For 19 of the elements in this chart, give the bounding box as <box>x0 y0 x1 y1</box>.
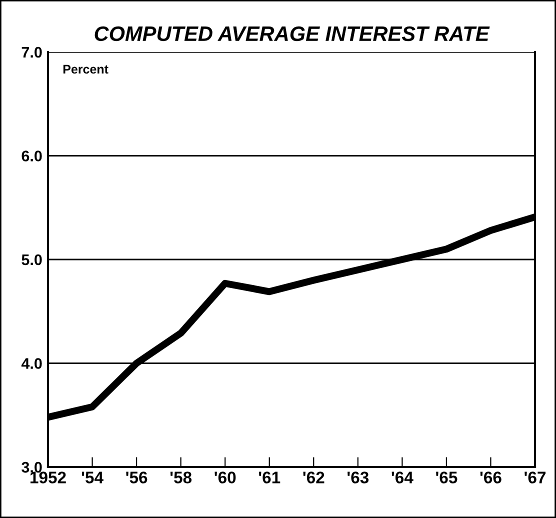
x-tick-label: '66 <box>480 472 502 484</box>
chart-title: COMPUTED AVERAGE INTEREST RATE <box>94 26 490 42</box>
y-tick-label: 4.0 <box>21 358 42 369</box>
annotation: Percent <box>63 64 108 74</box>
x-tick-label: '54 <box>82 472 104 484</box>
y-tick-label: 7.0 <box>22 46 42 58</box>
y-tick-label: 5.0 <box>22 254 42 266</box>
y-tick-label: 3.0 <box>22 462 42 473</box>
x-tick-label: '62 <box>303 472 324 484</box>
x-tick-label: '63 <box>348 472 369 484</box>
x-tick-label: '60 <box>214 472 236 484</box>
x-tick-label: '64 <box>392 472 414 484</box>
y-tick-label: 6.0 <box>22 150 42 162</box>
x-tick-label: '67 <box>524 472 546 484</box>
x-tick-label: '58 <box>170 472 192 484</box>
x-tick-label: 1952 <box>30 472 66 484</box>
x-tick-label: '56 <box>126 472 148 484</box>
x-tick-label: '65 <box>436 472 458 484</box>
x-tick-label: '61 <box>259 472 280 484</box>
